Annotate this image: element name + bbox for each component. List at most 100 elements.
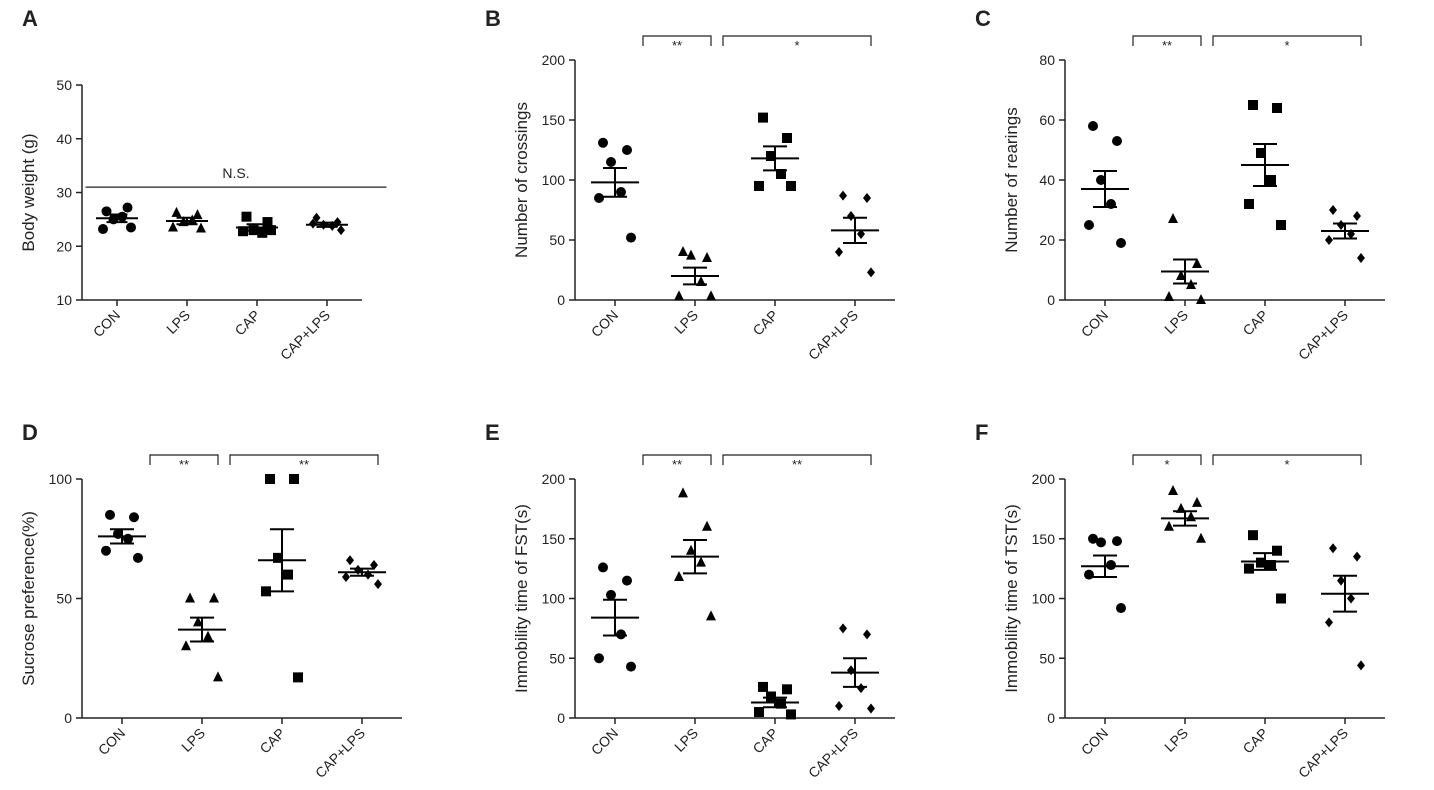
significance-bracket (1132, 35, 1202, 46)
data-point (626, 661, 636, 672)
data-point (1256, 148, 1266, 158)
data-point (1325, 235, 1333, 245)
data-point (782, 684, 792, 695)
data-point (98, 224, 108, 235)
y-axis-label: Immobility time of TST(s) (1002, 504, 1021, 693)
panel-label: D (22, 420, 38, 445)
y-axis-label: Number of crossings (512, 102, 531, 258)
data-point (702, 520, 712, 531)
y-tick-label: 30 (56, 185, 72, 201)
data-point (835, 701, 843, 712)
y-axis-label: Sucrose preference(%) (19, 511, 38, 686)
data-point (192, 209, 203, 220)
data-point (196, 222, 206, 233)
data-point (1088, 533, 1098, 544)
data-point (686, 249, 696, 260)
y-tick-label: 20 (56, 238, 72, 254)
data-point (1272, 545, 1282, 556)
data-point (209, 592, 219, 603)
panel: B Number of crossings 0 50 100 150 200 CON LPS CA… (485, 6, 895, 363)
data-point (766, 691, 776, 702)
data-point (863, 629, 871, 640)
data-point (105, 509, 115, 520)
data-point (1256, 557, 1266, 568)
data-point (616, 629, 626, 640)
data-point (1276, 220, 1286, 230)
data-point (847, 211, 855, 221)
data-point (1168, 484, 1178, 495)
y-tick-label: 100 (542, 591, 566, 607)
data-point (678, 487, 688, 498)
significance-label: ** (1162, 38, 1172, 53)
panel-label: E (485, 420, 500, 445)
y-tick-label: 100 (542, 172, 566, 188)
data-point (185, 592, 195, 603)
significance-label: ** (299, 457, 309, 472)
data-point (758, 112, 768, 123)
significance-bracket (1212, 454, 1362, 465)
data-point (354, 564, 362, 575)
data-point (309, 218, 317, 229)
x-tick-label: CAP+LPS (805, 725, 861, 781)
data-point (1357, 660, 1365, 671)
significance-label: ** (672, 38, 682, 53)
x-tick-label: LPS (1161, 307, 1191, 337)
y-tick-label: 150 (1032, 531, 1056, 547)
data-point (857, 229, 865, 239)
y-tick-label: 20 (1039, 232, 1055, 248)
y-tick-label: 50 (56, 591, 72, 607)
data-point (786, 709, 796, 720)
panel: D Sucrose preference(%) 0 50 100 CON LPS CAP CAP… (19, 420, 402, 781)
data-point (1276, 593, 1286, 604)
data-point (1116, 603, 1126, 614)
data-point (364, 569, 372, 580)
data-point (1357, 253, 1365, 263)
data-point (265, 474, 275, 484)
data-point (374, 579, 382, 590)
data-point (839, 190, 847, 201)
y-tick-label: 10 (56, 292, 72, 308)
significance-bracket (642, 35, 712, 46)
y-axis-label: Number of rearings (1002, 107, 1021, 253)
data-point (1186, 511, 1196, 522)
data-point (168, 221, 178, 232)
data-point (266, 225, 276, 236)
data-point (678, 246, 688, 256)
y-tick-label: 150 (542, 531, 566, 547)
panel-label: C (975, 6, 991, 31)
y-tick-label: 200 (542, 471, 566, 487)
data-point (776, 169, 786, 179)
y-axis-label: Immobility time of FST(s) (512, 504, 531, 693)
data-point (622, 575, 632, 586)
data-point (1164, 520, 1174, 531)
panel: A Body weight (g) 10 20 30 40 50 CON LPS CAP CAP+L… (19, 6, 387, 363)
data-point (674, 570, 684, 581)
x-tick-label: CAP (749, 307, 781, 339)
data-point (283, 569, 293, 580)
y-tick-label: 100 (1032, 591, 1056, 607)
data-point (289, 474, 299, 484)
data-point (1337, 575, 1345, 586)
data-point (1248, 100, 1258, 110)
panel-label: A (22, 6, 38, 31)
x-tick-label: CAP (256, 725, 288, 757)
significance-label: * (1284, 38, 1289, 53)
data-point (1164, 291, 1174, 301)
data-point (1106, 560, 1116, 571)
data-point (606, 589, 616, 600)
data-point (193, 616, 203, 627)
data-point (241, 211, 252, 222)
data-point (1353, 551, 1361, 562)
data-point (1084, 220, 1094, 230)
x-tick-label: CAP+LPS (805, 307, 861, 363)
panel-label: B (485, 6, 501, 31)
y-tick-label: 200 (542, 52, 566, 68)
x-tick-label: CAP (1239, 307, 1271, 339)
data-point (1196, 294, 1206, 304)
data-point (213, 671, 223, 682)
y-tick-label: 0 (1047, 292, 1055, 308)
significance-label: N.S. (222, 165, 249, 181)
significance-label: ** (179, 457, 189, 472)
y-tick-label: 50 (1039, 650, 1055, 666)
